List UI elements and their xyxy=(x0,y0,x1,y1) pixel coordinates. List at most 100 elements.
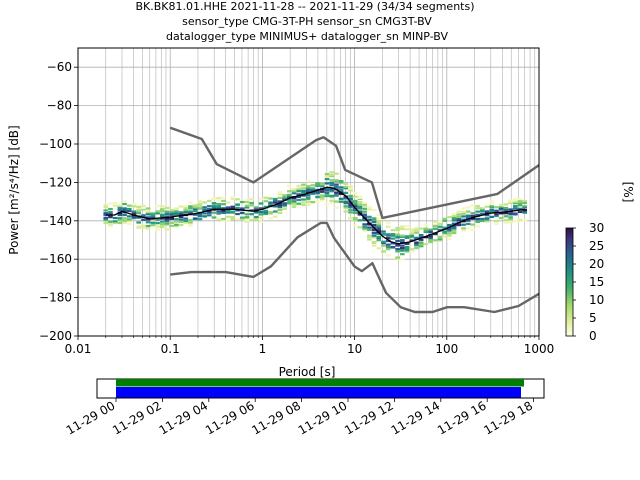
psd-histogram-cell xyxy=(508,199,513,202)
psd-histogram-cell xyxy=(225,215,231,218)
colorbar-tick-label: 0 xyxy=(589,329,597,343)
psd-histogram-cell xyxy=(277,204,283,207)
psd-histogram-cell xyxy=(169,209,174,212)
psd-histogram-cell xyxy=(117,217,123,220)
psd-histogram-cell xyxy=(475,210,480,213)
psd-histogram-cell xyxy=(108,212,113,216)
psd-histogram-cell xyxy=(357,207,363,210)
psd-histogram-cell xyxy=(338,180,344,183)
psd-histogram-cell xyxy=(239,211,245,214)
psd-histogram-cell xyxy=(428,239,433,242)
psd-histogram-cell xyxy=(305,197,311,201)
psd-histogram-cell xyxy=(155,210,160,213)
psd-histogram-cell xyxy=(159,217,165,220)
psd-histogram-cell xyxy=(211,211,217,214)
psd-histogram-cell xyxy=(282,202,287,205)
psd-histogram-cell xyxy=(192,217,198,220)
psd-histogram-cell xyxy=(423,223,429,226)
psd-histogram-cell xyxy=(395,257,400,260)
psd-histogram-cell xyxy=(230,195,236,199)
new-low-noise-model-line xyxy=(170,221,540,314)
psd-histogram-cell xyxy=(385,248,391,251)
psd-histogram-cell xyxy=(517,199,523,202)
psd-histogram-cell xyxy=(108,220,113,223)
title-line-3: datalogger_type MINIMUS+ datalogger_sn M… xyxy=(166,30,448,43)
psd-histogram-cell xyxy=(131,216,137,219)
psd-histogram-cell xyxy=(301,183,306,186)
psd-histogram-cell xyxy=(268,217,273,220)
psd-histogram-cell xyxy=(352,219,358,222)
psd-histogram-cell xyxy=(141,224,146,227)
psd-histogram-cell xyxy=(145,227,151,230)
psd-histogram-cell xyxy=(343,186,349,189)
psd-histogram-cell xyxy=(155,204,160,207)
psd-histogram-cell xyxy=(155,225,160,228)
psd-histogram-cell xyxy=(390,242,396,245)
y-tick-label: −180 xyxy=(39,291,72,305)
psd-histogram-cell xyxy=(216,218,222,221)
psd-histogram-cell xyxy=(324,173,330,176)
psd-histogram-cell xyxy=(164,215,170,218)
psd-histogram-cell xyxy=(126,218,132,221)
psd-histogram-cell xyxy=(329,201,335,204)
psd-histogram-cell xyxy=(296,189,302,192)
psd-histogram-cell xyxy=(230,216,236,219)
y-tick-label: −120 xyxy=(39,175,72,189)
psd-histogram-cell xyxy=(282,196,287,199)
psd-histogram-cell xyxy=(404,224,410,228)
psd-histogram-cell xyxy=(338,181,344,184)
psd-histogram-cell xyxy=(301,201,306,204)
psd-histogram-cell xyxy=(296,198,302,202)
psd-histogram-cell xyxy=(414,236,419,239)
psd-histogram-cell xyxy=(390,229,396,232)
psd-histogram-cell xyxy=(409,236,415,239)
psd-histogram-cell xyxy=(512,200,518,203)
psd-histogram-cell xyxy=(489,200,495,203)
psd-histogram-cell xyxy=(291,201,297,204)
psd-histogram-cell xyxy=(461,212,466,215)
psd-histogram-cell xyxy=(315,184,320,187)
psd-histogram-cell xyxy=(117,221,123,225)
psd-histogram-cell xyxy=(277,191,283,194)
psd-histogram-cell xyxy=(136,216,142,219)
psd-histogram-cell xyxy=(192,210,198,213)
psd-histogram-cell xyxy=(348,208,353,212)
psd-histogram-cell xyxy=(465,219,471,222)
colorbar-tick-label: 5 xyxy=(589,311,597,325)
psd-histogram-cell xyxy=(244,206,250,209)
psd-histogram-cell xyxy=(400,258,405,261)
psd-histogram-cell xyxy=(508,220,513,223)
psd-histogram-cell xyxy=(376,232,382,235)
psd-histogram-cell xyxy=(512,206,518,209)
psd-histogram-cell xyxy=(174,213,179,217)
psd-histogram-cell xyxy=(385,237,391,240)
psd-histogram-cell xyxy=(136,208,142,211)
psd-histogram-cell xyxy=(442,226,447,229)
psd-histogram-cell xyxy=(108,223,113,226)
psd-histogram-cell xyxy=(404,247,410,250)
psd-histogram-cell xyxy=(192,204,198,207)
grid-lines xyxy=(77,48,539,337)
psd-histogram-cell xyxy=(334,172,339,175)
psd-histogram-cell xyxy=(164,206,170,210)
timeline-bar-green xyxy=(116,379,524,387)
psd-histogram-cell xyxy=(221,211,226,214)
psd-histogram-cell xyxy=(414,241,419,244)
psd-histogram-cell xyxy=(451,226,457,230)
psd-histogram-cell xyxy=(221,217,226,221)
psd-histogram-cell xyxy=(287,184,292,188)
psd-histogram-cell xyxy=(272,199,278,202)
psd-histogram-cell xyxy=(357,205,363,208)
psd-histogram-cell xyxy=(456,210,462,213)
colorbar-tick-label: 15 xyxy=(589,275,604,289)
psd-histogram-cell xyxy=(221,219,226,222)
psd-histogram-cell xyxy=(207,214,212,217)
psd-histogram-cell xyxy=(371,244,377,247)
psd-histogram-cell xyxy=(400,227,405,231)
psd-histogram-cell xyxy=(188,223,193,226)
psd-histogram-cell xyxy=(503,218,509,222)
psd-histogram-cell xyxy=(126,207,132,211)
psd-histogram-cell xyxy=(291,192,297,195)
psd-histogram-cell xyxy=(136,226,142,229)
psd-histogram-cell xyxy=(112,221,118,225)
